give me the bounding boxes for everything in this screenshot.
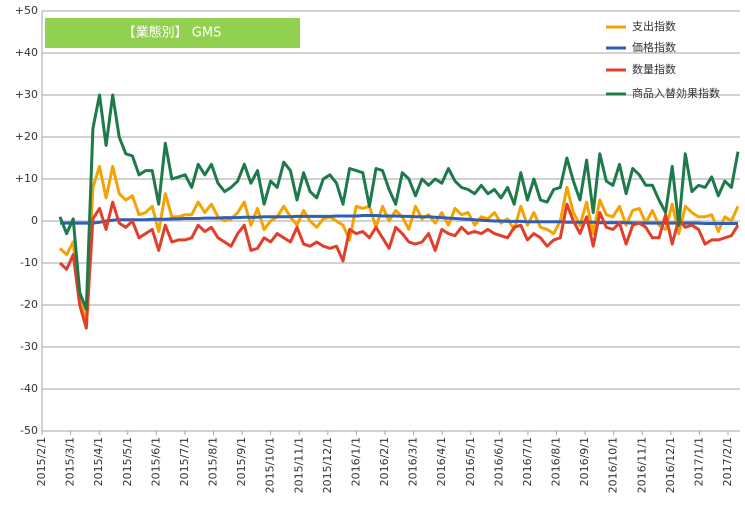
legend-label: 数量指数	[632, 62, 676, 76]
y-tick-label: +30	[15, 88, 38, 101]
x-tick-label: 2016/6/1	[492, 437, 505, 486]
y-tick-label: +50	[15, 4, 38, 17]
x-tick-label: 2015/3/1	[64, 437, 77, 486]
x-tick-label: 2015/6/1	[149, 437, 162, 486]
x-tick-label: 2016/10/1	[607, 437, 620, 493]
x-tick-label: 2017/2/1	[721, 437, 734, 486]
x-tick-label: 2016/1/1	[349, 437, 362, 486]
y-tick-label: 0	[31, 214, 38, 227]
legend-label: 価格指数	[632, 40, 676, 54]
x-tick-label: 2016/8/1	[550, 437, 563, 486]
x-tick-label: 2016/4/1	[435, 437, 448, 486]
y-tick-label: -10	[20, 256, 38, 269]
legend-label: 支出指数	[632, 19, 676, 33]
x-tick-label: 2016/12/1	[664, 437, 677, 493]
x-tick-label: 2015/2/1	[35, 437, 48, 486]
x-tick-label: 2016/2/1	[378, 437, 391, 486]
x-tick-label: 2015/9/1	[235, 437, 248, 486]
x-tick-label: 2016/7/1	[521, 437, 534, 486]
y-tick-label: +10	[15, 172, 38, 185]
y-tick-label: +40	[15, 46, 38, 59]
legend-label: 商品入替効果指数	[632, 86, 720, 100]
x-tick-label: 2017/1/1	[692, 437, 705, 486]
y-tick-label: -50	[20, 424, 38, 437]
chart-title: 【業態別】 GMS	[123, 25, 222, 41]
x-tick-label: 2016/5/1	[464, 437, 477, 486]
y-tick-label: -30	[20, 340, 38, 353]
series-line	[58, 93, 740, 311]
x-tick-label: 2015/10/1	[264, 437, 277, 493]
x-tick-label: 2016/3/1	[407, 437, 420, 486]
x-tick-label: 2015/8/1	[207, 437, 220, 486]
x-tick-label: 2015/11/1	[292, 437, 305, 493]
x-tick-label: 2015/5/1	[121, 437, 134, 486]
x-tick-label: 2015/7/1	[178, 437, 191, 486]
title-box	[45, 18, 300, 48]
y-tick-label: -20	[20, 298, 38, 311]
x-tick-label: 2016/11/1	[635, 437, 648, 493]
x-tick-label: 2015/12/1	[321, 437, 334, 493]
y-tick-label: -40	[20, 382, 38, 395]
x-tick-label: 2015/4/1	[92, 437, 105, 486]
series-line	[58, 200, 740, 330]
x-tick-label: 2016/9/1	[578, 437, 591, 486]
y-tick-label: +20	[15, 130, 38, 143]
series-line	[60, 214, 738, 225]
